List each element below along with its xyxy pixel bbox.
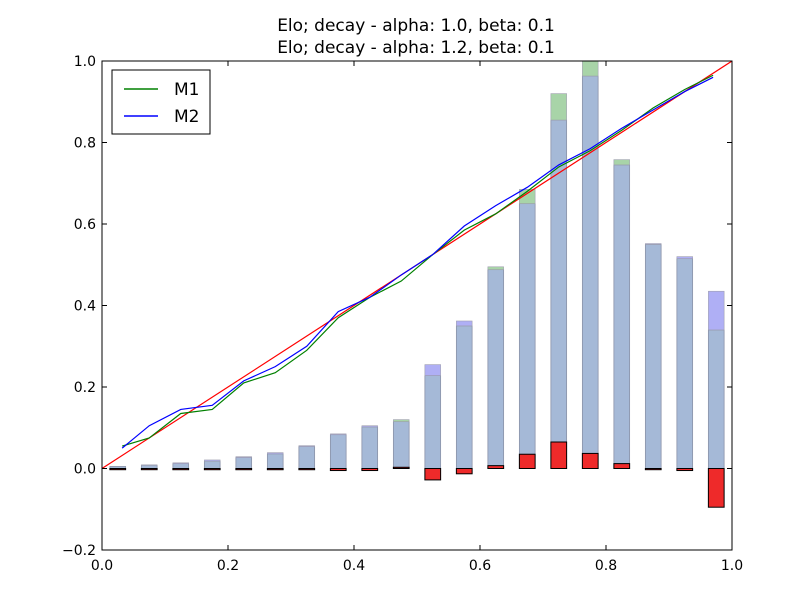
y-tick-label: 0.0 xyxy=(74,462,96,478)
bar-diff xyxy=(298,468,316,471)
bar-overlap xyxy=(361,426,379,469)
bar-m2-excess xyxy=(645,243,662,245)
bar-m2-excess xyxy=(708,290,725,331)
ticks-layer: 0.0 0.2 0.4 0.6 0.8 1.0−0.20.00.20.40.60.81.0 xyxy=(62,54,743,574)
bar-m2-excess xyxy=(298,445,315,447)
bar-diff xyxy=(392,466,410,469)
bar-diff xyxy=(424,468,442,481)
legend-box xyxy=(111,69,211,135)
y-tick-label: 0.4 xyxy=(74,299,96,315)
x-tick-label: 0.6 xyxy=(469,558,491,574)
bar-overlap xyxy=(518,203,536,469)
series-line-m1 xyxy=(121,74,714,447)
bar-overlap xyxy=(172,463,190,469)
bar-m1-excess xyxy=(613,159,630,166)
title-line-2: Elo; decay - alpha: 1.2, beta: 0.1 xyxy=(277,38,555,58)
bar-overlap xyxy=(392,421,410,469)
bar-diff xyxy=(613,463,631,469)
bar-diff xyxy=(361,468,379,472)
bar-overlap xyxy=(676,258,694,469)
bar-m2-excess xyxy=(676,256,693,259)
bar-overlap xyxy=(644,243,662,469)
legend-label-m1: M1 xyxy=(174,80,199,100)
bar-m2-excess xyxy=(172,462,189,464)
bar-m2-excess xyxy=(267,452,284,455)
bar-diff xyxy=(676,468,694,472)
bar-diff xyxy=(707,468,725,508)
chart-title: Elo; decay - alpha: 1.0, beta: 0.1 Elo; … xyxy=(277,16,555,58)
bar-m1-excess xyxy=(487,266,504,270)
bar-diff xyxy=(487,465,505,469)
bar-diff xyxy=(581,452,599,469)
y-tick-label: 1.0 xyxy=(74,54,96,70)
bar-overlap xyxy=(487,269,505,469)
y-tick-label: 0.2 xyxy=(74,380,96,396)
x-tick-label: 0.0 xyxy=(91,558,113,574)
bar-diff xyxy=(550,441,568,470)
x-tick-label: 0.8 xyxy=(595,558,617,574)
bar-m2-excess xyxy=(330,433,347,435)
series-line-m2 xyxy=(121,76,714,449)
y-tick-label: 0.8 xyxy=(74,136,96,152)
bar-diff xyxy=(109,468,127,471)
bar-m1-excess xyxy=(393,419,410,422)
bars-layer xyxy=(109,61,725,508)
bar-overlap xyxy=(203,460,221,469)
bar-overlap xyxy=(707,329,725,469)
bar-m1-excess xyxy=(582,61,599,77)
bar-diff xyxy=(140,468,158,471)
title-line-1: Elo; decay - alpha: 1.0, beta: 0.1 xyxy=(277,16,555,36)
bar-diff xyxy=(235,468,253,471)
bar-m2-excess xyxy=(235,456,252,458)
bar-m2-excess xyxy=(361,425,378,428)
bar-diff xyxy=(203,468,221,471)
bar-m2-excess xyxy=(204,459,221,462)
bar-diff xyxy=(266,468,284,471)
bar-diff xyxy=(455,468,473,475)
bar-m2-excess xyxy=(456,320,473,327)
bar-m2-excess xyxy=(424,364,441,376)
bar-overlap xyxy=(298,446,316,469)
y-tick-label: −0.2 xyxy=(62,543,96,559)
bar-overlap xyxy=(235,457,253,469)
bar-overlap xyxy=(329,434,347,469)
x-tick-label: 0.2 xyxy=(217,558,239,574)
x-tick-label: 0.4 xyxy=(343,558,365,574)
bar-overlap xyxy=(581,75,599,469)
bar-overlap xyxy=(613,164,631,469)
bar-diff xyxy=(518,453,536,469)
bar-overlap xyxy=(266,453,284,469)
bar-overlap xyxy=(455,325,473,469)
bar-diff xyxy=(329,468,347,472)
bar-m1-excess xyxy=(550,93,567,121)
lines-layer xyxy=(102,61,732,470)
bar-diff xyxy=(172,468,190,471)
x-tick-label: 1.0 xyxy=(721,558,743,574)
bar-overlap xyxy=(424,375,442,469)
y-tick-label: 0.6 xyxy=(74,217,96,233)
legend-label-m2: M2 xyxy=(174,107,199,127)
bar-diff xyxy=(644,468,662,471)
